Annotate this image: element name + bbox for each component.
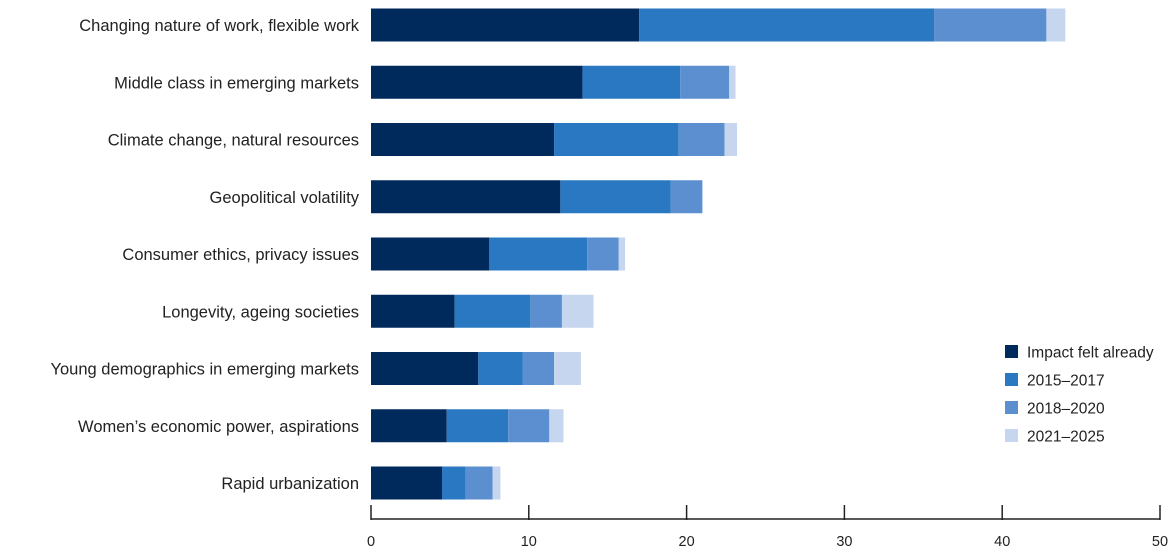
category-label: Middle class in emerging markets [114,74,359,92]
bar-longevity-ageing-societies-2018-2020 [530,294,562,328]
x-tick-label: 0 [367,534,375,550]
legend: Impact felt already 2015–2017 2018–2020 202… [1005,345,1154,446]
bar-changing-nature-of-work-flexible-work-2018-2020 [934,8,1047,42]
bar-young-demographics-in-emerging-markets-2015-2017 [478,352,523,385]
x-tick-label: 40 [994,534,1010,550]
bar-middle-class-in-emerging-markets-impact-felt-already [371,65,583,99]
legend-swatch-2015-2017 [1005,373,1018,386]
bar-young-demographics-in-emerging-markets-2018-2020 [522,352,555,385]
bar-rapid-urbanization-2021-2025 [492,466,501,500]
bar-geopolitical-volatility-2018-2020 [670,180,703,214]
x-tick-label: 10 [521,534,537,550]
bar-consumer-ethics-privacy-issues-2018-2020 [587,237,619,271]
bar-changing-nature-of-work-flexible-work-2021-2025 [1046,8,1066,42]
bar-young-demographics-in-emerging-markets-impact-felt-already [371,352,479,385]
category-label: Consumer ethics, privacy issues [122,246,359,264]
bar-middle-class-in-emerging-markets-2018-2020 [680,65,730,99]
bar-middle-class-in-emerging-markets-2021-2025 [729,65,736,99]
bar-consumer-ethics-privacy-issues-2015-2017 [489,237,588,271]
bar-rapid-urbanization-impact-felt-already [371,466,443,500]
category-label: Longevity, ageing societies [162,303,359,321]
category-label: Geopolitical volatility [210,189,360,207]
category-labels: Changing nature of work, flexible work Mi… [51,17,360,493]
bar-young-demographics-in-emerging-markets-2021-2025 [554,352,581,385]
bar-geopolitical-volatility-impact-felt-already [371,180,561,214]
bar-women-s-economic-power-aspirations-impact-felt-already [371,409,447,443]
legend-label: 2021–2025 [1027,429,1105,446]
bar-women-s-economic-power-aspirations-2021-2025 [549,409,564,443]
legend-label: Impact felt already [1027,345,1154,362]
bar-climate-change-natural-resources-2015-2017 [554,123,679,156]
x-tick-label: 50 [1152,534,1168,550]
x-tick-label: 20 [679,534,695,550]
bar-changing-nature-of-work-flexible-work-2015-2017 [639,8,935,42]
bar-consumer-ethics-privacy-issues-2021-2025 [618,237,626,271]
bars-group [371,8,1066,500]
bar-climate-change-natural-resources-2018-2020 [678,123,725,156]
bar-longevity-ageing-societies-impact-felt-already [371,294,455,328]
bar-changing-nature-of-work-flexible-work-impact-felt-already [371,8,640,42]
bar-rapid-urbanization-2018-2020 [465,466,493,500]
bar-geopolitical-volatility-2015-2017 [560,180,671,214]
x-tick-label: 30 [836,534,852,550]
category-label: Climate change, natural resources [108,132,359,150]
bar-women-s-economic-power-aspirations-2015-2017 [446,409,509,443]
bar-middle-class-in-emerging-markets-2015-2017 [582,65,681,99]
bar-women-s-economic-power-aspirations-2018-2020 [508,409,550,443]
category-label: Women’s economic power, aspirations [78,418,359,436]
legend-label: 2018–2020 [1027,401,1105,418]
bar-longevity-ageing-societies-2015-2017 [454,294,531,328]
x-axis: 0 10 20 30 40 50 [367,505,1168,550]
bar-consumer-ethics-privacy-issues-impact-felt-already [371,237,490,271]
category-label: Rapid urbanization [221,475,359,493]
legend-swatch-2021-2025 [1005,429,1018,442]
bar-rapid-urbanization-2015-2017 [442,466,466,500]
category-label: Changing nature of work, flexible work [79,17,359,35]
legend-swatch-impact-felt-already [1005,345,1018,358]
bar-climate-change-natural-resources-impact-felt-already [371,123,555,156]
legend-label: 2015–2017 [1027,373,1105,390]
bar-climate-change-natural-resources-2021-2025 [724,123,738,156]
category-label: Young demographics in emerging markets [51,361,359,379]
legend-swatch-2018-2020 [1005,401,1018,414]
bar-longevity-ageing-societies-2021-2025 [561,294,594,328]
